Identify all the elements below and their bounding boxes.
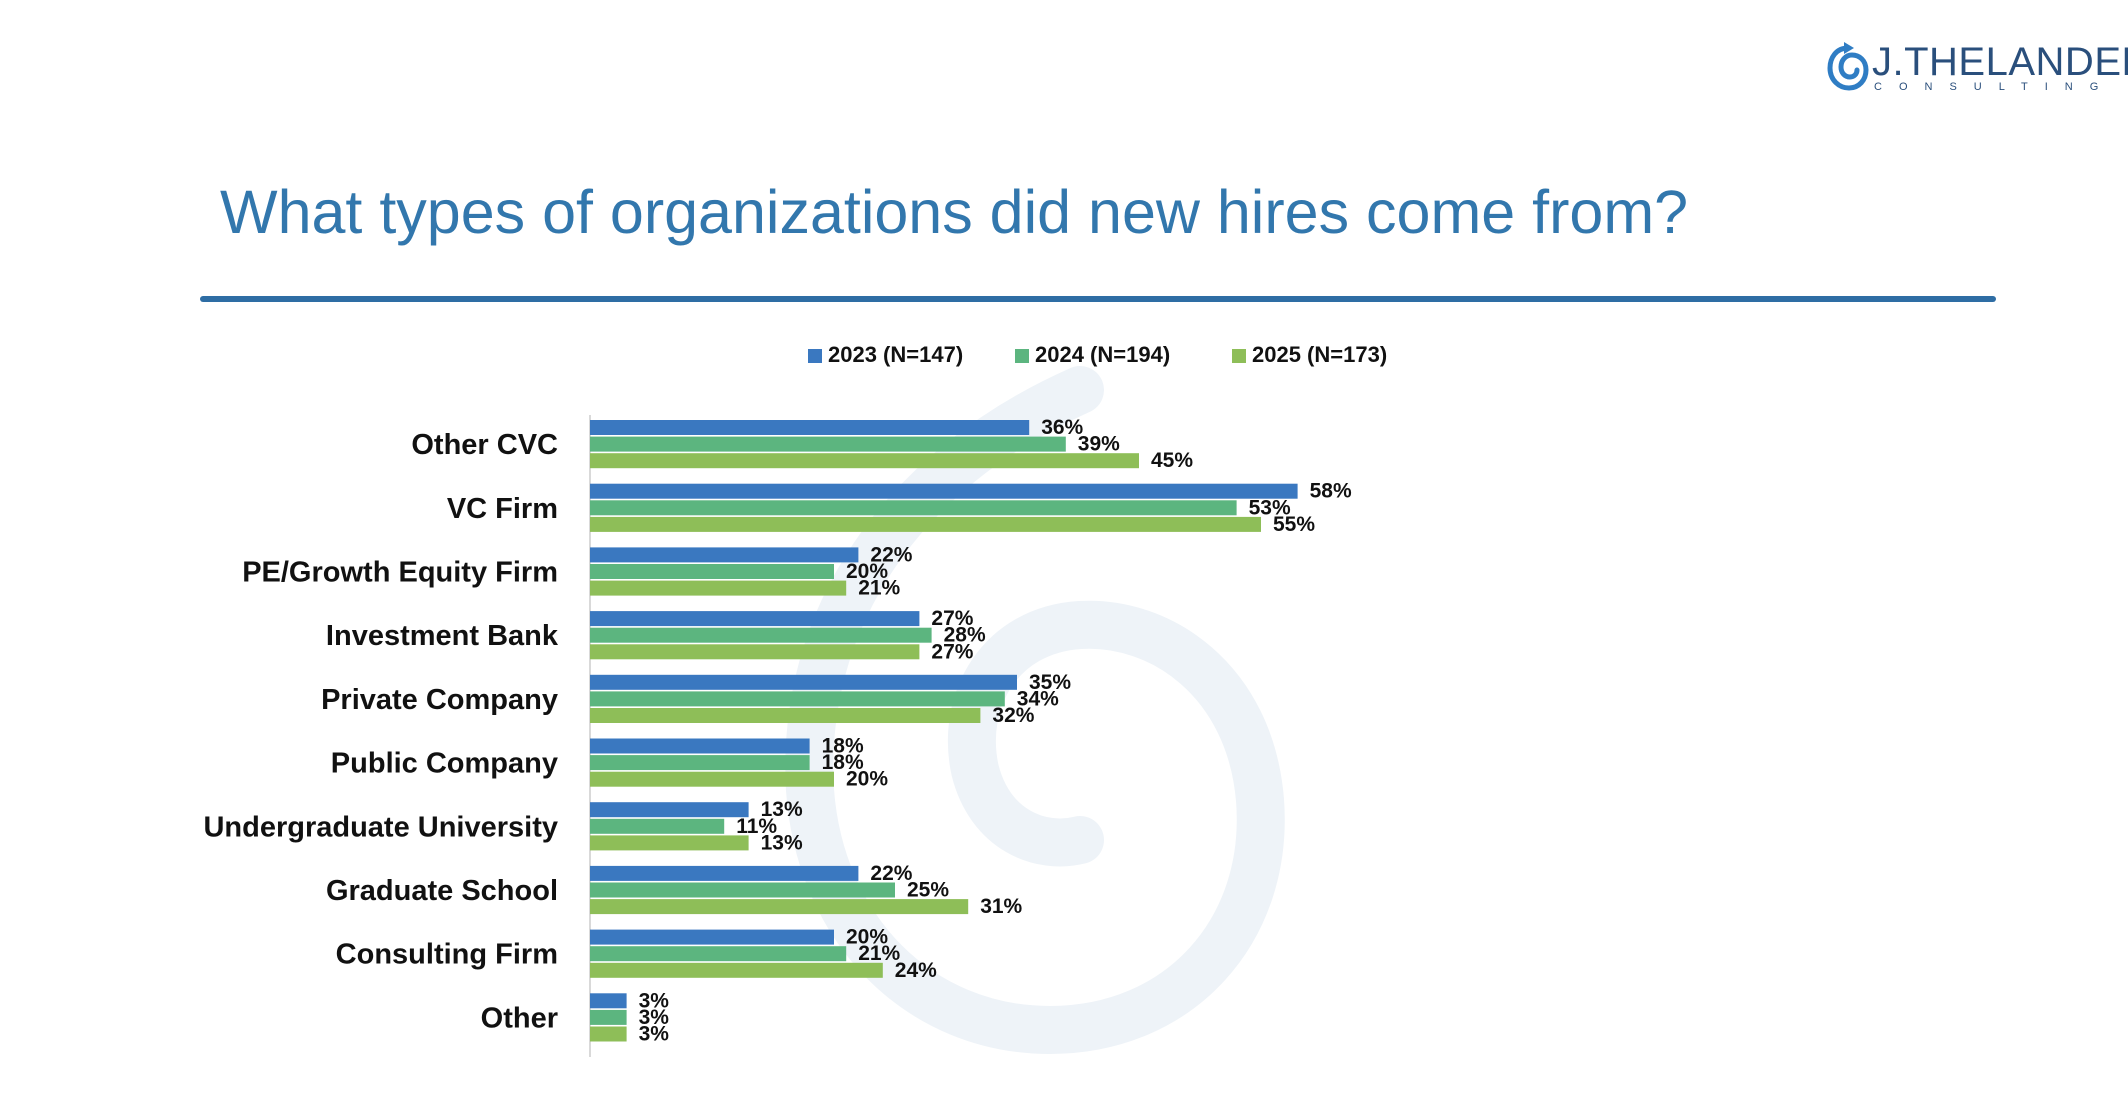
bar-vc-firm-2025-n-173 bbox=[590, 516, 1261, 532]
page-title: What types of organizations did new hire… bbox=[220, 178, 1689, 246]
data-label-other-cvc-2023-n-147: 36% bbox=[1041, 416, 1083, 439]
data-label-undergraduate-university-2024-n-194: 11% bbox=[736, 815, 777, 838]
bar-other-2024-n-194 bbox=[590, 1009, 627, 1025]
data-label-vc-firm-2025-n-173: 55% bbox=[1273, 513, 1315, 536]
data-label-vc-firm-2024-n-194: 53% bbox=[1249, 496, 1291, 519]
data-label-public-company-2023-n-147: 18% bbox=[822, 735, 864, 758]
bar-public-company-2024-n-194 bbox=[590, 755, 810, 771]
bar-consulting-firm-2024-n-194 bbox=[590, 946, 847, 962]
spiral-logo-icon bbox=[1827, 42, 1869, 91]
category-label-graduate-school: Graduate School bbox=[326, 875, 558, 907]
bar-vc-firm-2023-n-147 bbox=[590, 483, 1298, 499]
data-label-private-company-2023-n-147: 35% bbox=[1029, 671, 1071, 694]
category-label-other-cvc: Other CVC bbox=[411, 429, 558, 461]
data-label-investment-bank-2023-n-147: 27% bbox=[931, 607, 973, 630]
category-label-vc-firm: VC Firm bbox=[447, 493, 558, 525]
data-label-graduate-school-2024-n-194: 25% bbox=[907, 879, 949, 902]
data-label-other-2023-n-147: 3% bbox=[639, 989, 670, 1012]
data-label-consulting-firm-2024-n-194: 21% bbox=[858, 942, 900, 965]
bar-private-company-2023-n-147 bbox=[590, 674, 1017, 690]
bar-graduate-school-2025-n-173 bbox=[590, 899, 969, 915]
brand-logo: J.THELANDER CONSULTING bbox=[1826, 40, 2128, 93]
brand-name: J.THELANDER bbox=[1872, 40, 2128, 84]
bar-pe-growth-equity-firm-2024-n-194 bbox=[590, 564, 834, 579]
bar-private-company-2024-n-194 bbox=[590, 691, 1005, 707]
bar-other-cvc-2025-n-173 bbox=[590, 453, 1139, 469]
bar-other-2023-n-147 bbox=[590, 993, 627, 1009]
category-label-other: Other bbox=[481, 1002, 558, 1034]
data-label-other-cvc-2025-n-173: 45% bbox=[1151, 449, 1193, 472]
bar-private-company-2025-n-173 bbox=[590, 708, 981, 723]
bar-pe-growth-equity-firm-2023-n-147 bbox=[590, 547, 859, 563]
category-label-public-company: Public Company bbox=[331, 748, 558, 780]
legend-label-2024-n-194: 2024 (N=194) bbox=[1035, 342, 1170, 367]
bar-investment-bank-2023-n-147 bbox=[590, 611, 920, 627]
data-label-pe-growth-equity-firm-2025-n-173: 21% bbox=[858, 577, 900, 600]
bar-pe-growth-equity-firm-2025-n-173 bbox=[590, 580, 847, 596]
bar-investment-bank-2024-n-194 bbox=[590, 627, 932, 643]
bar-undergraduate-university-2024-n-194 bbox=[590, 818, 725, 834]
bar-other-2025-n-173 bbox=[590, 1026, 627, 1042]
data-label-vc-firm-2023-n-147: 58% bbox=[1310, 480, 1352, 503]
brand-subtitle: CONSULTING bbox=[1874, 81, 2116, 93]
bar-consulting-firm-2025-n-173 bbox=[590, 962, 883, 978]
category-label-private-company: Private Company bbox=[321, 684, 558, 716]
bar-undergraduate-university-2025-n-173 bbox=[590, 835, 749, 851]
bar-investment-bank-2025-n-173 bbox=[590, 644, 920, 660]
category-label-consulting-firm: Consulting Firm bbox=[336, 939, 558, 971]
bar-public-company-2025-n-173 bbox=[590, 771, 834, 787]
data-label-undergraduate-university-2025-n-173: 13% bbox=[761, 831, 803, 854]
legend-swatch-2025-n-173 bbox=[1232, 349, 1246, 363]
data-label-investment-bank-2025-n-173: 27% bbox=[931, 640, 973, 663]
bar-vc-firm-2024-n-194 bbox=[590, 500, 1237, 516]
data-label-graduate-school-2025-n-173: 31% bbox=[980, 895, 1022, 918]
data-label-other-cvc-2024-n-194: 39% bbox=[1078, 433, 1120, 456]
data-label-other-2025-n-173: 3% bbox=[639, 1023, 670, 1046]
data-label-consulting-firm-2025-n-173: 24% bbox=[895, 959, 937, 982]
category-label-investment-bank: Investment Bank bbox=[326, 620, 559, 652]
legend-label-2023-n-147: 2023 (N=147) bbox=[828, 342, 963, 367]
data-label-private-company-2025-n-173: 32% bbox=[992, 704, 1034, 727]
legend-swatch-2024-n-194 bbox=[1015, 349, 1029, 363]
bar-other-cvc-2024-n-194 bbox=[590, 436, 1066, 452]
title-divider bbox=[200, 296, 1996, 302]
data-label-investment-bank-2024-n-194: 28% bbox=[944, 624, 986, 647]
legend-swatch-2023-n-147 bbox=[808, 349, 822, 363]
bar-public-company-2023-n-147 bbox=[590, 738, 810, 754]
data-label-graduate-school-2023-n-147: 22% bbox=[870, 862, 912, 885]
data-label-pe-growth-equity-firm-2024-n-194: 20% bbox=[846, 560, 888, 583]
category-label-pe-growth-equity-firm: PE/Growth Equity Firm bbox=[242, 557, 558, 589]
data-label-private-company-2024-n-194: 34% bbox=[1017, 687, 1059, 710]
data-label-pe-growth-equity-firm-2023-n-147: 22% bbox=[870, 543, 912, 566]
data-label-public-company-2024-n-194: 18% bbox=[822, 751, 864, 774]
data-label-undergraduate-university-2023-n-147: 13% bbox=[761, 798, 803, 821]
data-label-consulting-firm-2023-n-147: 20% bbox=[846, 926, 888, 949]
bar-consulting-firm-2023-n-147 bbox=[590, 929, 834, 945]
category-label-undergraduate-university: Undergraduate University bbox=[203, 811, 558, 843]
data-label-other-2024-n-194: 3% bbox=[639, 1006, 670, 1029]
legend-label-2025-n-173: 2025 (N=173) bbox=[1252, 342, 1387, 367]
bar-undergraduate-university-2023-n-147 bbox=[590, 802, 749, 818]
bar-other-cvc-2023-n-147 bbox=[590, 420, 1030, 435]
data-label-public-company-2025-n-173: 20% bbox=[846, 768, 888, 791]
bar-graduate-school-2023-n-147 bbox=[590, 865, 859, 881]
bar-graduate-school-2024-n-194 bbox=[590, 882, 895, 898]
